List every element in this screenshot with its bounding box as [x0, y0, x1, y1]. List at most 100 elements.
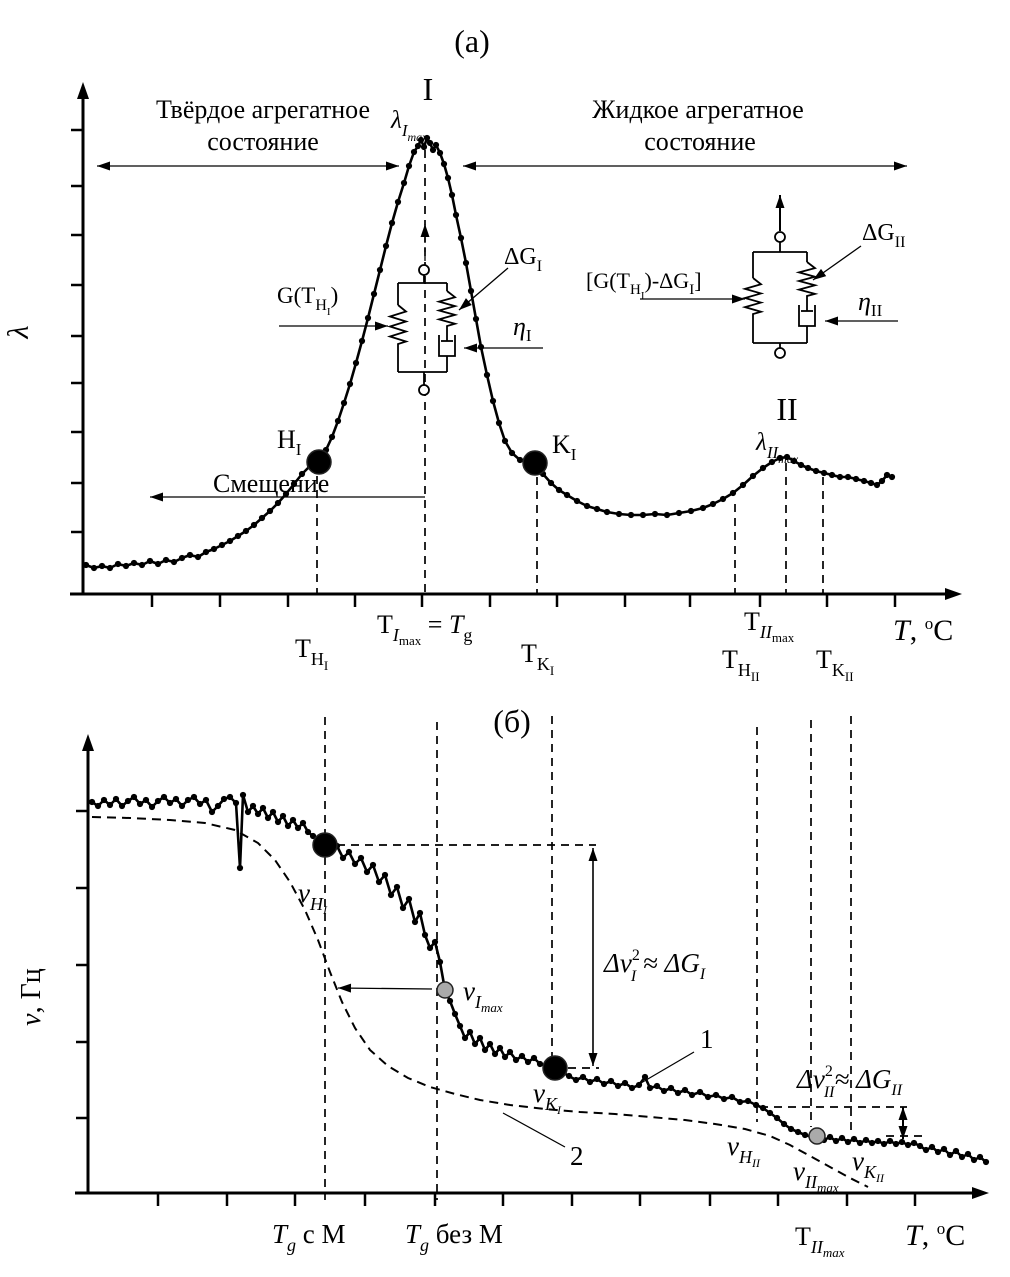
frequency-curve-1-point	[728, 1093, 736, 1101]
frequency-curve-1-point	[780, 1120, 788, 1128]
point-K-I	[522, 450, 548, 476]
frequency-curve-1-point	[476, 1034, 484, 1042]
frequency-curve-1-point	[512, 1056, 520, 1064]
nu-HII-label: νHII	[727, 1131, 761, 1170]
lambda-curve-point	[783, 453, 791, 461]
frequency-curve-1-point	[264, 814, 272, 822]
lambda-curve-point	[328, 433, 336, 441]
lambda-curve-point	[508, 449, 516, 457]
zener-model-I-spring-icon-0	[386, 304, 410, 348]
frequency-curve-1-point	[142, 796, 150, 804]
frequency-curve-1-point	[579, 1073, 587, 1081]
frequency-curve-1-point	[952, 1147, 960, 1155]
frequency-curve-1-point	[688, 1091, 696, 1099]
frequency-curve-1-point	[124, 797, 132, 805]
frequency-curve-1-point	[369, 861, 377, 869]
frequency-curve-1-point	[232, 799, 240, 807]
frequency-curve-1-point	[641, 1073, 649, 1081]
lambda-curve-point	[495, 419, 503, 427]
frequency-curve-1-point	[411, 918, 419, 926]
frequency-curve-1-point	[259, 804, 267, 812]
lambda-curve-point	[266, 507, 274, 515]
dnu-I-double-arrow-head	[588, 1053, 598, 1066]
frequency-curve-1-point	[832, 1137, 840, 1145]
lambda-curve-point	[274, 499, 282, 507]
frequency-curve-1-point	[856, 1139, 864, 1147]
lambda-curve-point	[98, 562, 106, 570]
dnu-II-double-arrow-head	[898, 1126, 908, 1139]
lambda-curve-point	[290, 480, 298, 488]
lambda-curve-point	[820, 469, 828, 477]
lambda-curve-point	[555, 486, 563, 494]
lambda-curve-point	[370, 290, 378, 298]
eta-I-label: ηI	[513, 312, 532, 345]
lambda-curve-point	[699, 504, 707, 512]
frequency-curve-1-point	[351, 860, 359, 868]
lambda-curve-point	[436, 149, 444, 157]
lambda-curve-point	[709, 500, 717, 508]
frequency-curve-1-point	[524, 1058, 532, 1066]
lambda-curve-point	[432, 141, 440, 149]
K-I-label: KI	[552, 430, 577, 464]
frequency-curve-1-point	[667, 1084, 675, 1092]
frequency-curve-1-point	[704, 1093, 712, 1101]
shift-to-curve2-arrow	[337, 987, 433, 990]
lambda-curve-point	[114, 560, 122, 568]
panel-a-y-axis-arrowhead	[77, 82, 89, 99]
frequency-curve-1-point	[416, 909, 424, 917]
solid-state-range-arrow-head	[97, 161, 110, 171]
frequency-curve-1-point	[736, 1098, 744, 1106]
dG-II-arrow-head	[813, 268, 827, 280]
frequency-curve-1-point	[766, 1109, 774, 1117]
lambda-curve-point	[812, 467, 820, 475]
lambda-curve-point	[873, 481, 881, 489]
lambda-curve-point	[844, 473, 852, 481]
point-H-I	[306, 449, 332, 475]
frequency-curve-1-point	[148, 803, 156, 811]
frequency-curve-1-point	[850, 1135, 858, 1143]
lambda-curve-point	[804, 464, 812, 472]
frequency-curve-1-point	[916, 1142, 924, 1150]
y-axis-label-a: λ	[2, 326, 35, 340]
lambda-curve-point	[90, 564, 98, 572]
lambda-curve-point	[501, 437, 509, 445]
frequency-curve-1-point	[607, 1077, 615, 1085]
frequency-curve-1-point	[838, 1134, 846, 1142]
nu-Imax-label: νImax	[463, 976, 503, 1015]
lambda-curve-point	[477, 343, 485, 351]
zener-model-II-dashpot-icon-0	[798, 305, 816, 327]
zener-model-II-spring-icon-1	[795, 261, 819, 300]
frequency-curve-1-point	[166, 799, 174, 807]
lambda-curve-point	[448, 191, 456, 199]
frequency-curve-1-point	[446, 997, 454, 1005]
lambda-curve-point	[828, 471, 836, 479]
panel-a-title: (а)	[454, 23, 490, 59]
y-axis-label-b: ν, Гц	[16, 968, 47, 1026]
G-THI-arrow-head	[375, 321, 388, 331]
Tg-withM-tick-label: Tg с М	[272, 1219, 346, 1255]
frequency-curve-1-point	[773, 1114, 781, 1122]
curve-2-label: 2	[570, 1141, 584, 1171]
lambda-curve-point	[250, 521, 258, 529]
eta-II-arrow-head	[825, 316, 838, 326]
lambda-curve-point	[234, 532, 242, 540]
lambda-curve-point	[429, 146, 437, 154]
dG-I-arrow-head	[459, 298, 472, 310]
lambda-curve-point	[414, 142, 422, 150]
solid-state-label-1: Твёрдое агрегатное	[156, 95, 370, 124]
frequency-curve-1-point	[593, 1075, 601, 1083]
lambda-I-max-label: λImax	[390, 107, 428, 144]
frequency-curve-1-point	[236, 864, 244, 872]
frequency-curve-1-point	[976, 1153, 984, 1161]
frequency-curve-1-point	[518, 1052, 526, 1060]
lambda-curve-point	[162, 556, 170, 564]
lambda-curve-point	[282, 490, 290, 498]
lambda-curve-point	[298, 470, 306, 478]
frequency-curve-1-point	[466, 1028, 474, 1036]
lambda-curve-point	[400, 179, 408, 187]
lambda-curve-point	[639, 511, 647, 519]
lambda-curve-point	[210, 545, 218, 553]
lambda-curve-point	[675, 509, 683, 517]
lambda-curve-point	[836, 473, 844, 481]
eta-I-arrow-head	[464, 343, 477, 353]
